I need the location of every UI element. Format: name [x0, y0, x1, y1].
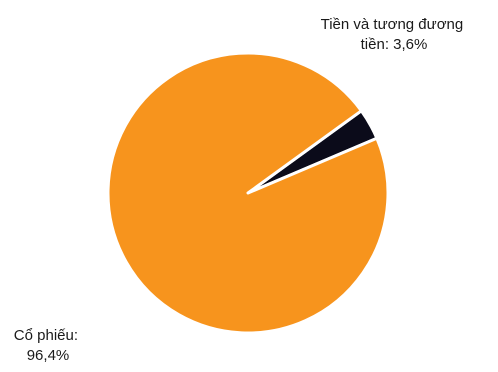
pie-slices	[106, 51, 390, 335]
slice-labels: Tiền và tương đương tiền: 3,6% Cổ phiếu:…	[14, 16, 468, 364]
slice-label-stocks-line-2: 96,4%	[27, 347, 70, 364]
slice-label-stocks: Cổ phiếu: 96,4%	[14, 327, 82, 364]
slice-label-stocks-line-1: Cổ phiếu:	[14, 327, 78, 344]
slice-stocks	[106, 51, 390, 335]
slice-label-cash-line-1: Tiền và tương đương	[321, 16, 464, 33]
slice-label-cash-line-2: tiền: 3,6%	[361, 36, 428, 53]
slice-label-cash: Tiền và tương đương tiền: 3,6%	[321, 16, 468, 53]
